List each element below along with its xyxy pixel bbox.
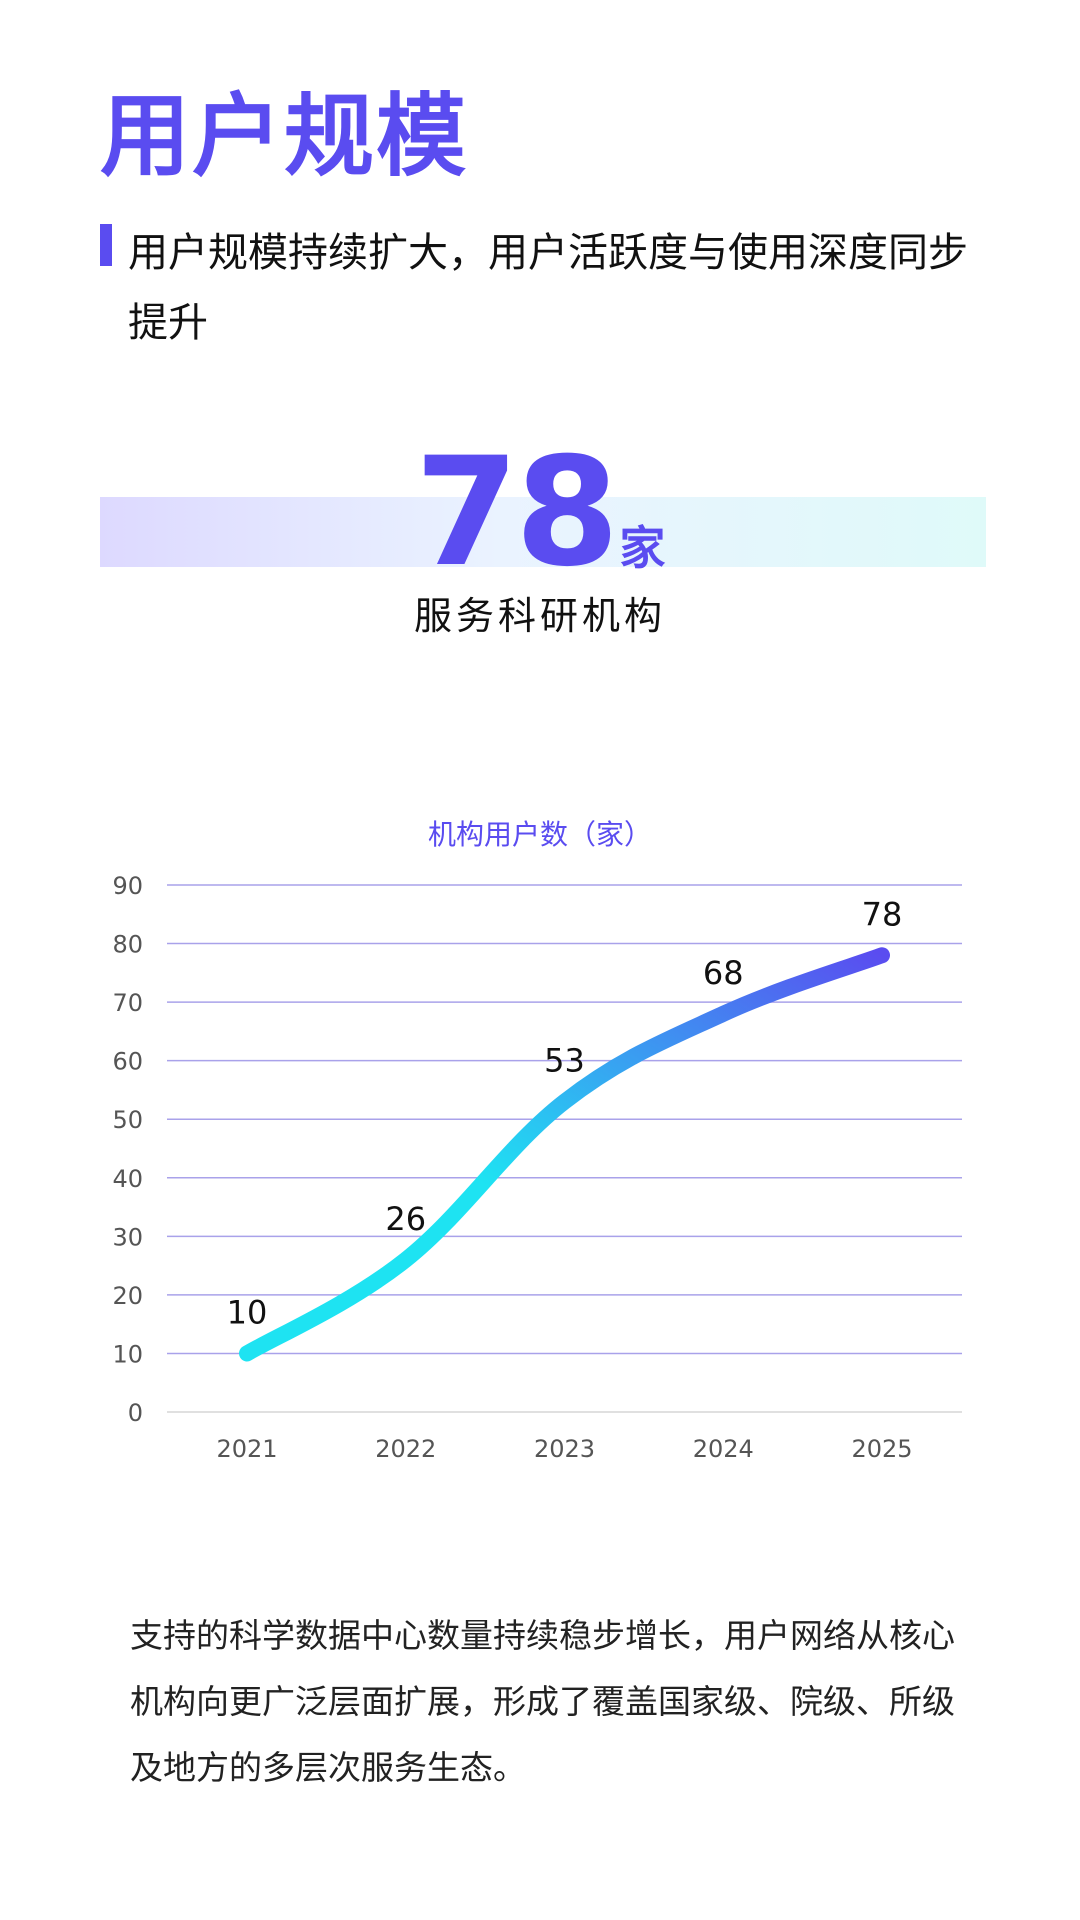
subtitle-block: 用户规模持续扩大，用户活跃度与使用深度同步提升: [100, 218, 980, 358]
chart-canvas: 0 10 20 30 40 50 60 70 80 90 2021 2022 2023 2024 2025 1…: [112, 872, 962, 1463]
data-label: 26: [385, 1200, 426, 1238]
line-chart: 机构用户数（家） 0 10 20 30 40 50 60 70 80 90 2021 2022 2023…: [0, 800, 1080, 1480]
y-tick-label: 70: [112, 989, 143, 1017]
x-tick-label: 2023: [534, 1435, 595, 1463]
x-tick-label: 2021: [216, 1435, 277, 1463]
page-title: 用户规模: [100, 84, 468, 189]
body-paragraph: 支持的科学数据中心数量持续稳步增长，用户网络从核心机构向更广泛层面扩展，形成了覆…: [130, 1616, 955, 1787]
data-label: 10: [227, 1293, 268, 1331]
stat-value-block: 78家: [0, 438, 1080, 588]
chart-title: 机构用户数（家）: [427, 818, 652, 851]
y-tick-label: 60: [112, 1048, 143, 1076]
y-tick-label: 0: [128, 1399, 143, 1427]
y-tick-label: 80: [112, 931, 143, 959]
stat-highlight-band: [100, 497, 986, 567]
stat-label: 服务科研机构: [413, 594, 666, 638]
subtitle-text: 用户规模持续扩大，用户活跃度与使用深度同步提升: [128, 230, 968, 346]
subtitle-accent-bar: [100, 224, 112, 266]
x-tick-label: 2025: [851, 1435, 912, 1463]
stat-unit: 家: [619, 521, 666, 575]
data-label: 68: [703, 954, 744, 992]
stat-value: 78: [414, 426, 620, 600]
data-label: 53: [544, 1042, 585, 1080]
data-label: 78: [862, 895, 903, 933]
y-tick-label: 30: [112, 1223, 143, 1251]
y-tick-label: 10: [112, 1340, 143, 1368]
x-tick-label: 2022: [375, 1435, 436, 1463]
y-tick-label: 50: [112, 1106, 143, 1134]
series-line: [239, 947, 890, 1362]
x-tick-label: 2024: [693, 1435, 754, 1463]
y-tick-label: 40: [112, 1165, 143, 1193]
y-tick-label: 90: [112, 872, 143, 900]
y-tick-label: 20: [112, 1282, 143, 1310]
